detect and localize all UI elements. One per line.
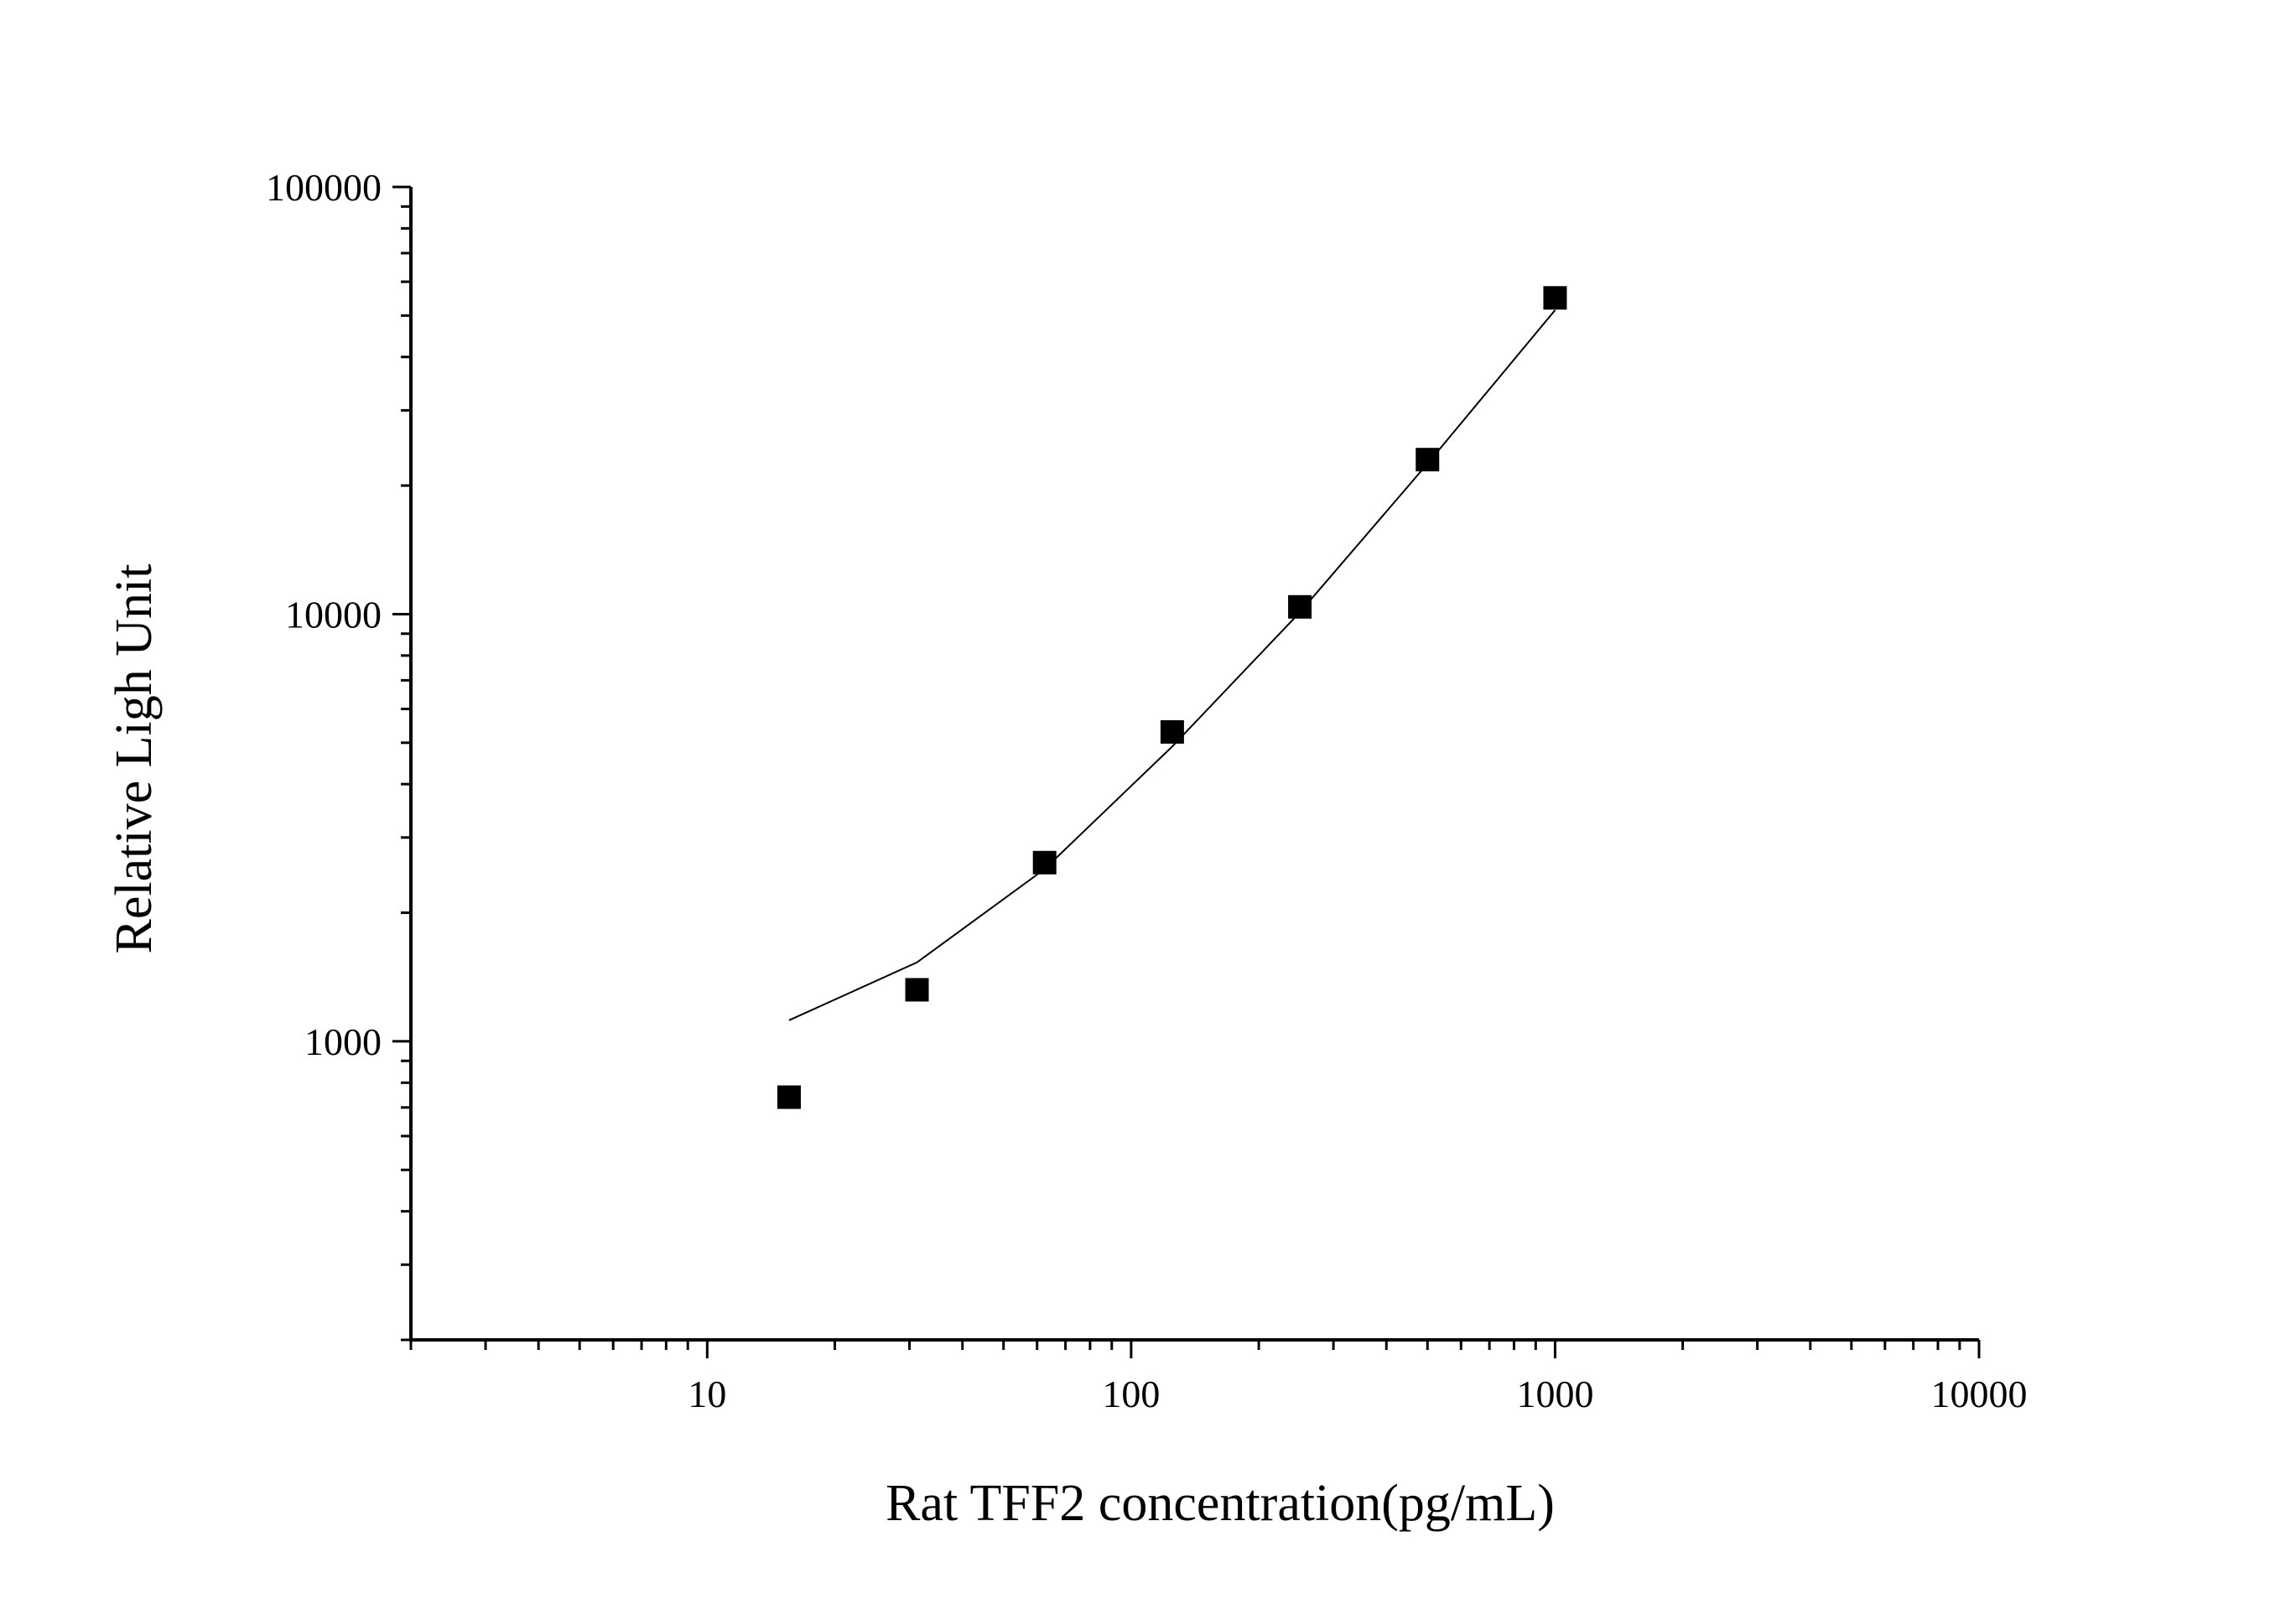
fit-curve-group	[788, 309, 1556, 1021]
x-tick-label: 10	[688, 1373, 726, 1415]
data-points-group	[777, 286, 1567, 1109]
x-tick-label: 10000	[1931, 1373, 2028, 1415]
data-point	[905, 978, 929, 1002]
data-point	[1543, 286, 1567, 310]
data-point	[1416, 448, 1440, 472]
data-point	[1032, 850, 1057, 875]
axes: 10 100 1000 10000 1000 10000 100000	[266, 166, 2028, 1415]
data-point	[1160, 719, 1184, 744]
data-point	[777, 1085, 801, 1109]
fit-curve	[788, 309, 1556, 1021]
y-tick-label: 10000	[285, 593, 382, 636]
x-tick-label: 100	[1102, 1373, 1160, 1415]
y-axis-title: Relative Ligh Unit	[106, 564, 163, 954]
y-tick-label: 1000	[304, 1020, 382, 1063]
data-point	[1288, 594, 1312, 619]
y-tick-label: 100000	[266, 166, 382, 209]
x-axis-title: Rat TFF2 concentration(pg/mL)	[886, 1475, 1555, 1532]
x-tick-label: 1000	[1516, 1373, 1593, 1415]
